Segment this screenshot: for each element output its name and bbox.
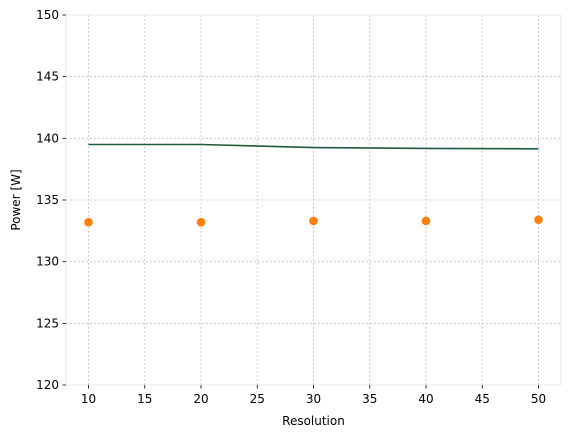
grid (66, 14, 561, 386)
ticks: 10 15 20 25 30 35 40 45 50 120 125 130 135 140 145 150 (36, 8, 546, 406)
x-axis-label: Resolution (282, 414, 345, 428)
series (84, 143, 543, 227)
scatter-point (84, 217, 93, 227)
series-line-0 (88, 143, 539, 150)
x-tick-label: 15 (137, 392, 152, 406)
x-tick-label: 10 (81, 392, 96, 406)
x-tick-label: 35 (362, 392, 377, 406)
x-tick-label: 45 (475, 392, 490, 406)
scatter-point (534, 215, 543, 225)
x-tick-label: 40 (418, 392, 433, 406)
y-tick-label: 125 (36, 316, 59, 330)
x-tick-label: 25 (250, 392, 265, 406)
x-tick-label: 50 (531, 392, 546, 406)
y-tick-label: 145 (36, 70, 59, 84)
y-axis-label: Power [W] (9, 169, 23, 230)
y-tick-label: 120 (36, 378, 59, 392)
y-tick-label: 140 (36, 131, 59, 145)
y-tick-label: 130 (36, 255, 59, 269)
y-tick-label: 150 (36, 8, 59, 22)
x-tick-label: 20 (193, 392, 208, 406)
x-tick-label: 30 (306, 392, 321, 406)
y-tick-label: 135 (36, 193, 59, 207)
scatter-point (196, 217, 206, 227)
scatter-point (309, 216, 318, 226)
scatter-point (421, 216, 431, 226)
